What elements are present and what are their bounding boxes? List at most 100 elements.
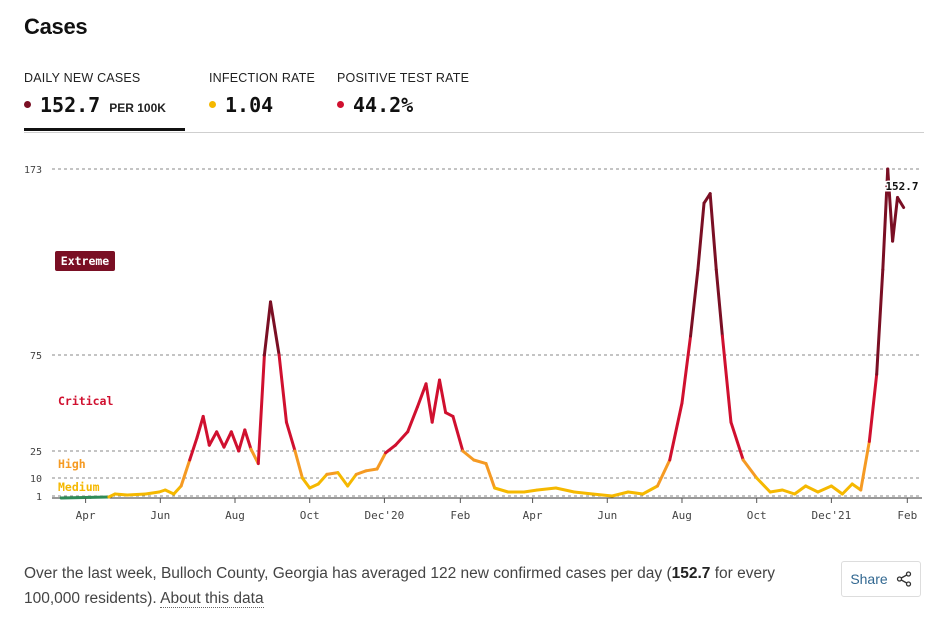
line-segment xyxy=(207,430,219,447)
page-title: Cases xyxy=(24,14,88,39)
tab-infection-rate[interactable]: INFECTION RATE 1.04 xyxy=(209,68,319,131)
line-segment xyxy=(755,476,772,494)
cases-line xyxy=(59,167,906,500)
about-data-link[interactable]: About this data xyxy=(160,590,264,608)
risk-level-label: Extreme xyxy=(61,254,110,268)
line-segment xyxy=(172,484,183,496)
chart-labels: 152.7 xyxy=(884,179,920,195)
line-segment xyxy=(714,268,724,338)
line-segment xyxy=(696,201,706,272)
line-segment xyxy=(375,451,388,471)
line-segment xyxy=(393,430,410,447)
x-tick-label: Aug xyxy=(225,509,245,522)
tab-value: 152.7 xyxy=(40,93,101,117)
line-segment xyxy=(336,471,350,488)
line-segment xyxy=(277,353,288,424)
line-segment xyxy=(113,492,129,497)
line-segment xyxy=(256,353,266,466)
line-segment xyxy=(591,492,614,498)
line-segment xyxy=(484,462,497,490)
line-segment xyxy=(680,334,693,405)
line-segment xyxy=(720,334,733,424)
x-tick-label: Dec'20 xyxy=(365,509,405,522)
line-segment xyxy=(384,443,397,455)
tab-value: 1.04 xyxy=(225,93,274,117)
line-segment xyxy=(729,420,745,462)
x-tick-label: Dec'21 xyxy=(812,509,852,522)
tab-unit: PER 100K xyxy=(109,101,166,115)
line-segment xyxy=(804,484,820,494)
line-segment xyxy=(689,268,700,338)
line-segment xyxy=(840,482,854,496)
line-segment xyxy=(201,414,211,447)
line-segment xyxy=(793,484,808,496)
tab-label: DAILY NEW CASES xyxy=(24,71,141,85)
y-tick-label: 173 xyxy=(24,165,42,176)
line-segment xyxy=(886,167,895,243)
y-tick-label: 1 xyxy=(36,492,42,503)
summary-text: Over the last week, Bulloch County, Geor… xyxy=(24,561,804,611)
x-tick-label: Aug xyxy=(672,509,692,522)
line-segment xyxy=(325,471,340,476)
tab-daily-new-cases[interactable]: DAILY NEW CASES 152.7 PER 100K xyxy=(24,68,185,131)
line-segment xyxy=(195,414,205,440)
cases-chart: 1 10 25 75 173 Extreme Critical High Medium Apr… xyxy=(24,165,922,522)
line-segment xyxy=(850,482,863,492)
line-segment xyxy=(316,472,329,486)
line-segment xyxy=(354,469,368,476)
line-segment xyxy=(867,372,879,443)
line-segment xyxy=(415,382,428,409)
line-segment xyxy=(572,490,595,496)
line-segment xyxy=(859,439,871,492)
line-segment xyxy=(300,476,312,490)
line-segment xyxy=(179,458,192,488)
line-segment xyxy=(626,490,645,496)
line-segment xyxy=(215,430,226,449)
line-segment xyxy=(641,484,659,496)
line-segment xyxy=(406,405,419,434)
line-segment xyxy=(308,482,320,490)
share-label: Share xyxy=(850,571,888,587)
summary-highlight: 152.7 xyxy=(671,565,711,582)
line-segment xyxy=(451,414,465,453)
line-segment xyxy=(655,458,672,488)
risk-level-label: Medium xyxy=(58,480,100,494)
chart-grid: 1 10 25 75 173 xyxy=(24,165,922,503)
line-segment xyxy=(125,492,148,497)
share-button[interactable]: Share xyxy=(841,561,921,597)
last-value-label: 152.7 xyxy=(885,180,918,193)
extreme-badge xyxy=(55,251,115,271)
dot-icon xyxy=(24,101,31,108)
y-tick-label: 75 xyxy=(30,351,42,362)
line-segment xyxy=(780,488,797,496)
tab-label: INFECTION RATE xyxy=(209,71,316,85)
line-segment xyxy=(293,449,304,480)
line-segment xyxy=(881,167,890,272)
line-segment xyxy=(237,428,247,453)
x-tick-label: Oct xyxy=(747,509,767,522)
line-segment xyxy=(829,484,844,496)
line-segment xyxy=(816,484,833,494)
line-segment xyxy=(144,490,161,496)
line-segment xyxy=(163,488,176,496)
line-segment xyxy=(424,382,434,424)
line-segment xyxy=(59,495,93,500)
line-segment xyxy=(438,378,448,415)
line-segment xyxy=(493,486,510,494)
line-segment xyxy=(430,378,442,424)
summary-after: for every 100,000 residents). xyxy=(24,565,776,607)
x-tick-label: Feb xyxy=(450,509,470,522)
x-tick-label: Feb xyxy=(897,509,917,522)
tab-positive-test-rate[interactable]: POSITIVE TEST RATE 44.2% xyxy=(337,68,477,131)
line-segment xyxy=(535,486,558,492)
y-tick-label: 10 xyxy=(30,474,42,485)
line-segment xyxy=(364,467,379,473)
x-tick-label: Jun xyxy=(150,509,170,522)
line-segment xyxy=(229,430,241,453)
line-segment xyxy=(461,449,476,462)
risk-level-label: High xyxy=(58,457,86,471)
line-segment xyxy=(891,195,900,243)
line-segment xyxy=(875,268,885,376)
line-segment xyxy=(188,436,199,462)
x-tick-label: Apr xyxy=(76,509,96,522)
